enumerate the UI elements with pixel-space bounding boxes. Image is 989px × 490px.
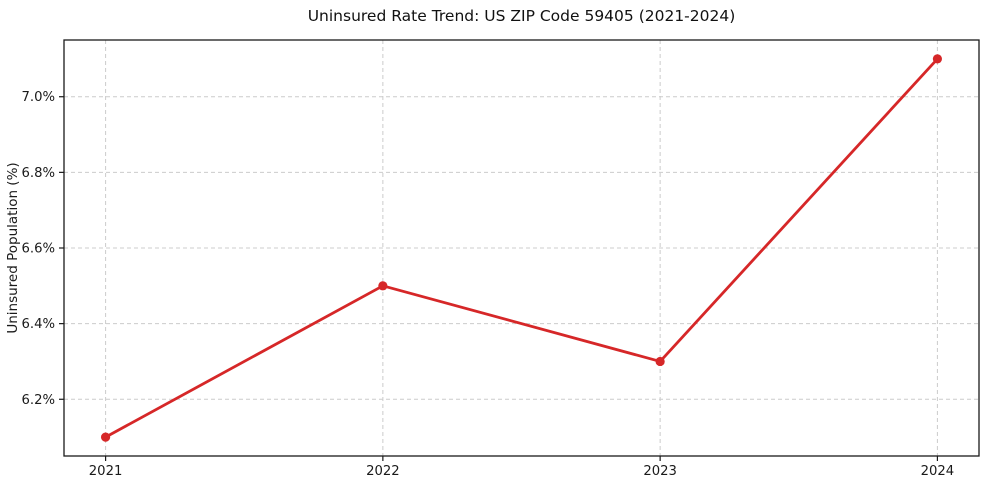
data-point-marker bbox=[100, 432, 111, 442]
y-tick-label: 6.2% bbox=[21, 393, 55, 408]
y-axis-label: Uninsured Population (%) bbox=[5, 162, 21, 333]
trend-line bbox=[104, 57, 939, 439]
y-tick-label: 6.4% bbox=[21, 317, 55, 332]
gridlines bbox=[64, 40, 979, 456]
x-tick-label: 2024 bbox=[921, 464, 955, 479]
data-point-marker bbox=[378, 281, 388, 291]
y-tick-label: 6.8% bbox=[21, 166, 55, 181]
axis-ticks: 2021 2022 2023 2024 6.2% 6.4% 6.6% 6.8% 7.0% bbox=[21, 90, 954, 479]
data-point-marker bbox=[655, 356, 665, 367]
y-tick-label: 7.0% bbox=[21, 90, 55, 105]
data-point-marker bbox=[932, 54, 943, 64]
x-tick-label: 2021 bbox=[89, 464, 123, 479]
x-tick-label: 2023 bbox=[643, 464, 677, 479]
x-tick-label: 2022 bbox=[366, 464, 400, 479]
y-tick-label: 6.6% bbox=[21, 242, 55, 257]
data-series bbox=[100, 54, 943, 442]
chart-title: Uninsured Rate Trend: US ZIP Code 59405 … bbox=[308, 7, 736, 25]
plot-border bbox=[63, 39, 980, 457]
